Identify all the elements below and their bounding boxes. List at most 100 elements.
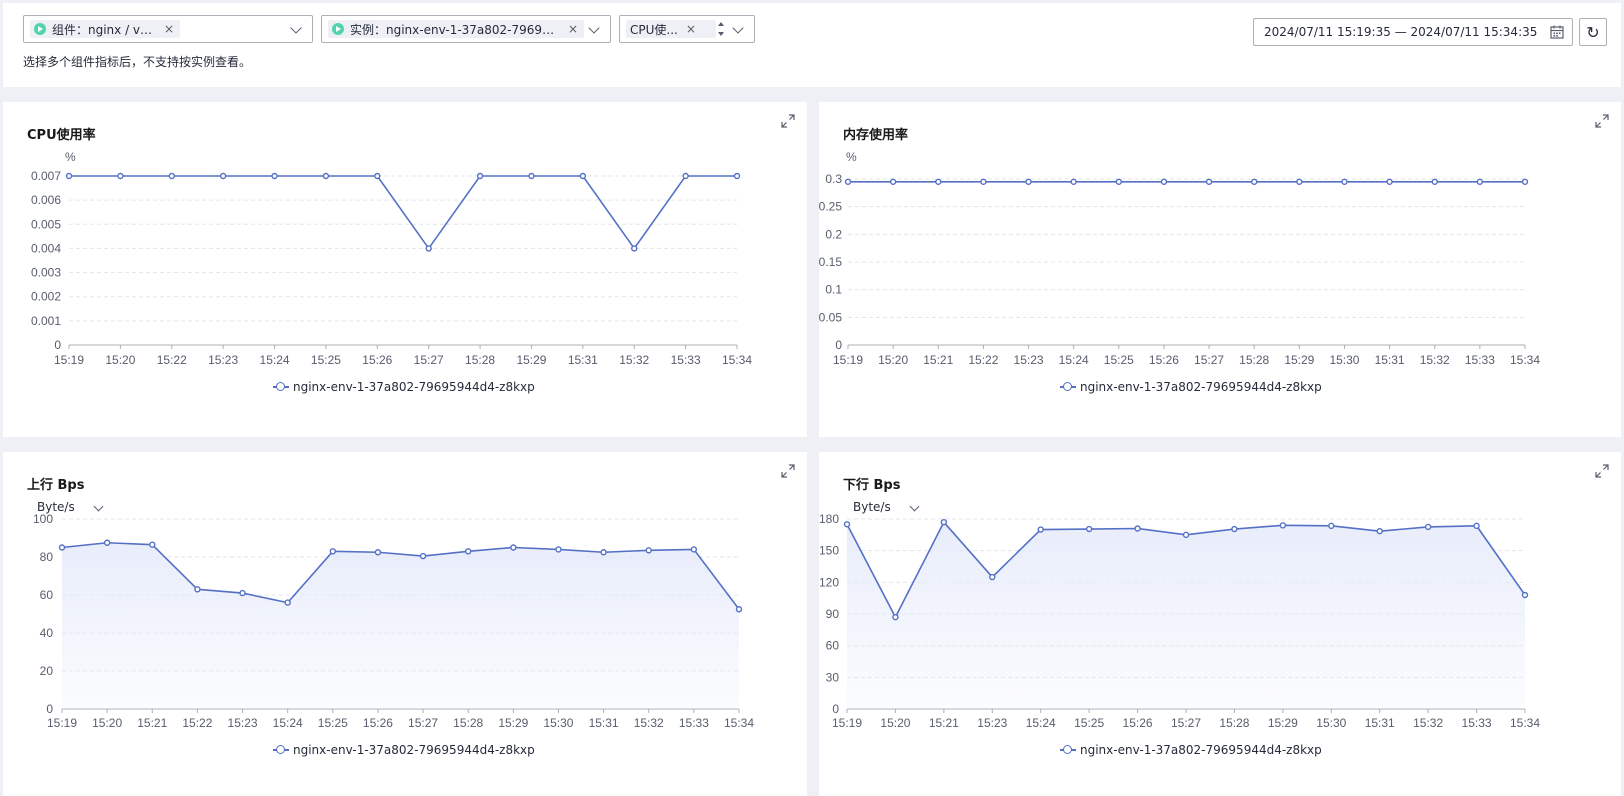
metric-tag-close-icon[interactable]: × — [685, 22, 696, 36]
data-point[interactable] — [989, 573, 996, 581]
x-tick-label: 15:33 — [671, 353, 701, 367]
data-point[interactable] — [528, 172, 535, 180]
component-select[interactable]: 组件：nginx / v1.0.0 × — [23, 15, 313, 43]
legend-item[interactable]: nginx-env-1-37a802-79695944d4-z8kxp — [273, 743, 535, 757]
data-point[interactable] — [219, 172, 227, 180]
data-point[interactable] — [1521, 591, 1529, 599]
data-point[interactable] — [65, 172, 73, 180]
data-point[interactable] — [1376, 527, 1383, 535]
time-range-picker[interactable]: 2024/07/11 15:19:35 — 2024/07/11 15:34:3… — [1253, 18, 1573, 46]
data-point[interactable] — [1037, 526, 1044, 533]
metric-tag-label: CPU使... — [630, 22, 678, 37]
legend-item[interactable]: nginx-env-1-37a802-79695944d4-z8kxp — [1060, 743, 1322, 757]
data-point[interactable] — [271, 172, 278, 180]
x-tick-label: 15:24 — [273, 716, 303, 730]
data-point[interactable] — [1424, 523, 1432, 531]
data-point[interactable] — [843, 521, 851, 528]
instance-tag-close-icon[interactable]: × — [567, 22, 578, 36]
legend-item[interactable]: nginx-env-1-37a802-79695944d4-z8kxp — [273, 380, 535, 394]
data-point[interactable] — [510, 544, 517, 551]
data-point[interactable] — [425, 245, 432, 252]
data-point[interactable] — [117, 172, 124, 180]
data-point[interactable] — [645, 547, 652, 554]
data-point[interactable] — [168, 172, 175, 180]
panel-title: CPU使用率 — [27, 128, 96, 143]
component-status-icon — [34, 23, 46, 35]
component-tag-close-icon[interactable]: × — [163, 22, 174, 36]
data-point[interactable] — [1431, 178, 1438, 185]
x-tick-label: 15:31 — [568, 353, 598, 367]
data-point[interactable] — [1231, 525, 1238, 533]
unit-select[interactable]: Byte/s — [37, 500, 104, 514]
data-point[interactable] — [579, 172, 587, 180]
data-point[interactable] — [1070, 178, 1077, 185]
data-point[interactable] — [1328, 522, 1335, 530]
legend-item[interactable]: nginx-env-1-37a802-79695944d4-z8kxp — [1060, 380, 1322, 394]
data-point[interactable] — [1085, 525, 1093, 533]
data-point[interactable] — [889, 178, 897, 185]
data-point[interactable] — [1025, 178, 1032, 185]
data-point[interactable] — [239, 589, 246, 597]
data-point[interactable] — [103, 539, 111, 546]
data-point[interactable] — [329, 548, 336, 555]
refresh-button[interactable]: ↻ — [1579, 18, 1607, 46]
expand-icon[interactable] — [781, 114, 795, 128]
expand-icon[interactable] — [1595, 114, 1609, 128]
data-point[interactable] — [1134, 525, 1141, 532]
data-point[interactable] — [631, 245, 638, 252]
data-point[interactable] — [735, 606, 743, 613]
data-point[interactable] — [1279, 522, 1287, 529]
data-point[interactable] — [149, 541, 156, 548]
calendar-icon[interactable] — [1550, 25, 1564, 39]
data-point[interactable] — [1476, 178, 1484, 185]
data-point[interactable] — [1386, 178, 1393, 185]
y-tick-label: 90 — [826, 607, 840, 621]
data-point[interactable] — [476, 172, 484, 180]
data-point[interactable] — [1182, 531, 1190, 539]
data-point[interactable] — [194, 586, 201, 593]
data-point[interactable] — [1115, 178, 1122, 185]
metric-scroll-arrows-icon[interactable] — [716, 20, 726, 38]
data-point[interactable] — [1251, 178, 1258, 185]
data-point[interactable] — [1521, 178, 1529, 185]
data-point[interactable] — [1296, 178, 1303, 185]
data-point[interactable] — [1473, 522, 1480, 530]
instance-chevron-down-icon[interactable] — [588, 22, 600, 34]
data-point[interactable] — [690, 546, 698, 553]
data-point[interactable] — [374, 549, 382, 556]
data-point[interactable] — [600, 549, 607, 556]
legend-marker-icon — [1060, 745, 1076, 755]
data-point[interactable] — [935, 178, 942, 185]
x-tick-label: 15:19 — [832, 716, 862, 730]
x-tick-label: 15:28 — [1219, 716, 1249, 730]
x-tick-label: 15:31 — [1365, 716, 1395, 730]
metric-chevron-down-icon[interactable] — [732, 22, 744, 34]
data-point[interactable] — [374, 172, 381, 180]
instance-select[interactable]: 实例：nginx-env-1-37a802-79695944... × — [321, 15, 611, 43]
data-point[interactable] — [844, 178, 852, 185]
instance-tag: 实例：nginx-env-1-37a802-79695944... × — [328, 20, 584, 38]
data-point[interactable] — [322, 172, 330, 180]
data-point[interactable] — [465, 548, 472, 555]
x-tick-label: 15:34 — [1510, 353, 1540, 367]
unit-select[interactable]: Byte/s — [853, 500, 920, 514]
data-point[interactable] — [980, 178, 987, 185]
expand-icon[interactable] — [781, 464, 795, 478]
data-point[interactable] — [419, 552, 427, 560]
expand-icon[interactable] — [1595, 464, 1609, 478]
series-area — [62, 542, 739, 709]
component-chevron-down-icon[interactable] — [290, 22, 302, 34]
x-tick-label: 15:31 — [589, 716, 619, 730]
metric-select[interactable]: CPU使... × — [619, 15, 755, 43]
data-point[interactable] — [58, 544, 66, 551]
data-point[interactable] — [284, 599, 291, 606]
data-point[interactable] — [1160, 178, 1168, 185]
data-point[interactable] — [940, 518, 948, 526]
data-point[interactable] — [892, 613, 899, 621]
data-point[interactable] — [555, 546, 562, 553]
chart-svg: 0 0.05 0.1 0.15 0.2 0.25 0.3% 15:19 15:20 15:21 15… — [819, 150, 1541, 367]
data-point[interactable] — [733, 172, 741, 180]
data-point[interactable] — [682, 172, 689, 180]
data-point[interactable] — [1341, 178, 1348, 185]
data-point[interactable] — [1205, 178, 1213, 185]
